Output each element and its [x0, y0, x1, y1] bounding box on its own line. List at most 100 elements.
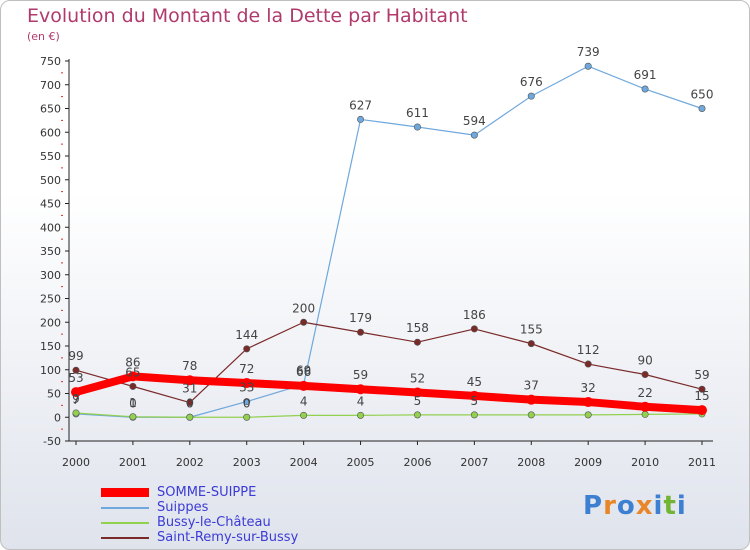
data-point [470, 411, 478, 419]
data-label: 179 [349, 311, 372, 325]
x-tick-label: 2000 [62, 456, 90, 469]
x-tick-label: 2003 [233, 456, 261, 469]
data-point [300, 411, 308, 419]
data-label: 78 [182, 359, 197, 373]
data-point [526, 394, 537, 405]
data-point [413, 338, 421, 346]
data-point [697, 405, 707, 416]
data-point [470, 325, 478, 333]
logo-letter: o [616, 491, 636, 521]
data-label: 53 [68, 371, 83, 385]
data-point [243, 398, 251, 406]
data-point [129, 382, 137, 390]
x-tick-label: 2008 [517, 456, 545, 469]
data-label: 33 [239, 381, 254, 395]
data-label: 45 [467, 375, 482, 389]
chart-title: Evolution du Montant de la Dette par Hab… [27, 5, 468, 27]
data-point [583, 397, 594, 408]
data-label: 90 [637, 354, 652, 368]
data-point [527, 411, 535, 419]
y-tick-label: 100 [40, 364, 61, 377]
data-point [355, 384, 366, 395]
series-line-0 [72, 372, 706, 415]
data-label: 59 [694, 368, 709, 382]
data-label: 65 [125, 365, 140, 379]
data-label: 32 [581, 381, 596, 395]
logo-letter: t [663, 491, 677, 521]
data-point [641, 410, 649, 418]
y-tick-label: 650 [40, 103, 61, 116]
data-label: 22 [637, 386, 652, 400]
data-point [584, 62, 592, 70]
data-point [698, 385, 706, 393]
y-tick-label: 50 [47, 388, 61, 401]
data-point [640, 401, 651, 412]
data-point [243, 345, 251, 353]
data-label: 0 [186, 396, 194, 410]
data-point [357, 328, 365, 336]
data-point [72, 409, 80, 417]
data-label: 611 [406, 106, 429, 120]
logo-letter: i [676, 491, 687, 521]
x-tick-label: 2009 [574, 456, 602, 469]
data-label: 59 [353, 368, 368, 382]
data-label: 0 [243, 396, 251, 410]
y-tick-label: 400 [40, 221, 61, 234]
data-label: 676 [520, 75, 543, 89]
proxiti-logo: Proxiti [583, 491, 687, 521]
series-line-3 [75, 321, 703, 404]
data-label: 1 [129, 396, 137, 410]
x-tick-label: 2011 [688, 456, 716, 469]
data-point [300, 318, 308, 326]
data-point [469, 390, 480, 401]
data-label: 200 [292, 301, 315, 315]
x-tick-label: 2001 [119, 456, 147, 469]
data-point [184, 375, 195, 386]
data-point [243, 413, 251, 421]
data-point [72, 366, 80, 374]
data-point [584, 360, 592, 368]
y-tick-label: 200 [40, 316, 61, 329]
data-label: 144 [235, 328, 258, 342]
data-point [129, 413, 137, 421]
legend-swatch [101, 537, 149, 539]
y-tick-label: 250 [40, 293, 61, 306]
data-label: 5 [414, 394, 422, 408]
x-tick-label: 2006 [403, 456, 431, 469]
legend-swatch [101, 507, 149, 509]
y-tick-label: 600 [40, 126, 61, 139]
data-point [357, 411, 365, 419]
data-label: 52 [410, 372, 425, 386]
y-tick-label: 150 [40, 340, 61, 353]
data-point [413, 123, 421, 131]
data-label: 37 [524, 379, 539, 393]
data-label: 0 [186, 396, 194, 410]
y-tick-label: 450 [40, 198, 61, 211]
data-label: 15 [694, 389, 709, 403]
legend-swatch [101, 488, 149, 497]
legend-label: Bussy-le-Château [157, 515, 271, 530]
data-label: 155 [520, 323, 543, 337]
data-label: 650 [691, 88, 714, 102]
data-point [413, 411, 421, 419]
x-tick-label: 2005 [347, 456, 375, 469]
data-point [298, 380, 309, 391]
data-point [186, 399, 194, 407]
data-label: 627 [349, 98, 372, 112]
data-point [71, 387, 81, 398]
data-label: 5 [471, 394, 479, 408]
data-point [241, 378, 252, 389]
x-tick-label: 2004 [290, 456, 318, 469]
data-label: 72 [239, 362, 254, 376]
y-tick-label: 0 [54, 411, 61, 424]
y-tick-label: -50 [43, 435, 61, 448]
logo-letter: i [653, 491, 664, 521]
legend-swatch [101, 522, 149, 524]
data-point [127, 371, 138, 382]
y-tick-label: 500 [40, 174, 61, 187]
data-label: 69 [296, 363, 311, 377]
data-point [641, 370, 649, 378]
data-point [412, 387, 423, 398]
legend-label: Suippes [157, 500, 209, 515]
data-point [698, 105, 706, 113]
